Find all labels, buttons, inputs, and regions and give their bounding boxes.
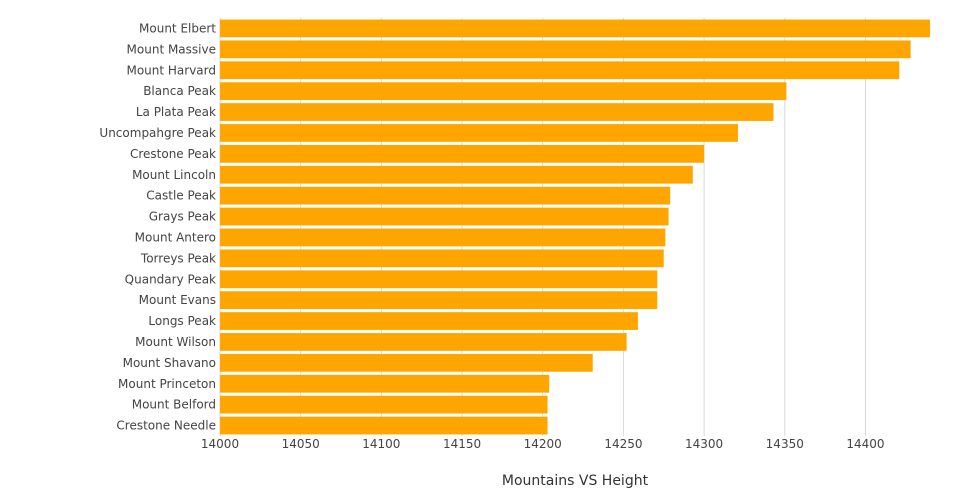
category-label: La Plata Peak xyxy=(136,105,216,119)
category-label: Mount Wilson xyxy=(135,335,216,349)
bar[interactable] xyxy=(220,270,658,289)
x-axis-title: Mountains VS Height xyxy=(502,473,649,489)
category-label: Uncompahgre Peak xyxy=(99,126,216,140)
category-label: Blanca Peak xyxy=(143,84,216,98)
bar[interactable] xyxy=(220,186,671,205)
category-label: Mount Massive xyxy=(127,42,216,56)
category-label: Castle Peak xyxy=(146,189,216,203)
bar[interactable] xyxy=(220,249,664,268)
x-tick-label: 14200 xyxy=(524,437,562,451)
bar[interactable] xyxy=(220,165,693,184)
category-label: Longs Peak xyxy=(148,314,216,328)
category-label: Mount Antero xyxy=(135,230,216,244)
bar[interactable] xyxy=(220,19,930,38)
bar[interactable] xyxy=(220,353,593,372)
x-tick-label: 14300 xyxy=(685,437,723,451)
category-label: Mount Harvard xyxy=(126,63,216,77)
category-label: Mount Shavano xyxy=(123,356,216,370)
x-tick-label: 14350 xyxy=(766,437,804,451)
x-tick-labels: 14000 14050 14100 14150 14200 14250 14300 14350… xyxy=(201,437,885,451)
bars xyxy=(220,19,930,435)
bar[interactable] xyxy=(220,103,774,121)
gridlines xyxy=(219,18,866,436)
category-label: Mount Belford xyxy=(132,398,216,412)
bar[interactable] xyxy=(220,124,738,142)
x-tick-label: 14150 xyxy=(443,437,481,451)
category-label: Mount Princeton xyxy=(118,377,216,391)
bar[interactable] xyxy=(220,228,666,247)
category-label: Crestone Needle xyxy=(116,419,216,433)
bar[interactable] xyxy=(220,144,705,163)
category-label: Mount Lincoln xyxy=(132,168,216,182)
category-label: Torreys Peak xyxy=(140,251,216,265)
category-labels: Mount Elbert Mount Massive Mount Harvard Bl… xyxy=(99,21,216,432)
x-tick-label: 14400 xyxy=(846,437,884,451)
bar[interactable] xyxy=(220,207,669,226)
category-label: Mount Elbert xyxy=(139,21,216,35)
category-label: Crestone Peak xyxy=(130,147,216,161)
category-label: Mount Evans xyxy=(139,293,216,307)
x-tick-label: 14100 xyxy=(362,437,400,451)
bar[interactable] xyxy=(220,40,911,59)
x-tick-label: 14000 xyxy=(201,437,239,451)
bar[interactable] xyxy=(220,416,548,435)
x-tick-label: 14250 xyxy=(604,437,642,451)
category-label: Grays Peak xyxy=(149,210,216,224)
bar[interactable] xyxy=(220,291,658,310)
bar[interactable] xyxy=(220,312,638,330)
bar[interactable] xyxy=(220,395,548,414)
bar[interactable] xyxy=(220,82,787,101)
bar[interactable] xyxy=(220,374,550,393)
bar[interactable] xyxy=(220,61,900,80)
bar[interactable] xyxy=(220,333,627,351)
category-label: Quandary Peak xyxy=(125,272,216,286)
x-tick-label: 14050 xyxy=(282,437,320,451)
